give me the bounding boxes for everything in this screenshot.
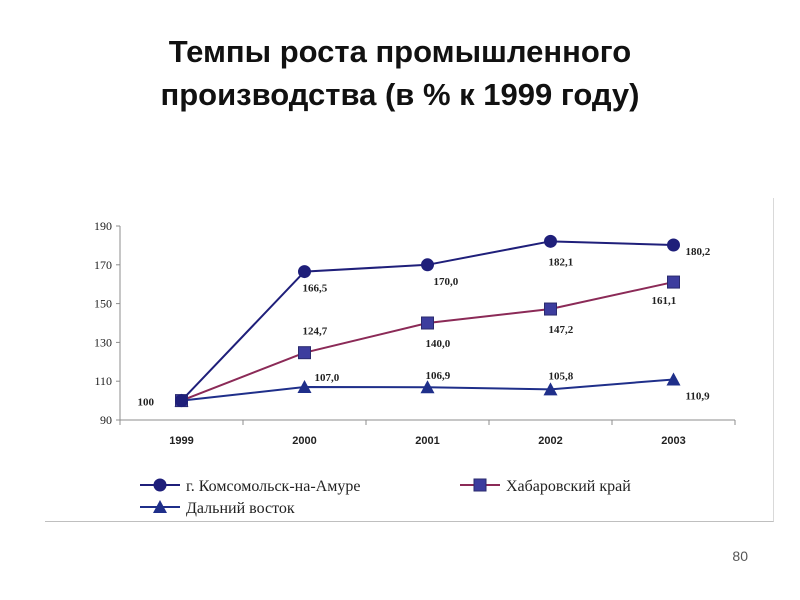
x-tick-label: 1999 [169, 435, 193, 447]
legend-label: Хабаровский край [506, 478, 631, 495]
x-tick-label: 2000 [292, 435, 316, 447]
data-label: 124,7 [303, 326, 328, 338]
y-tick-label: 90 [100, 413, 112, 427]
legend-marker [473, 478, 487, 492]
data-label: 100 [138, 397, 155, 409]
series-3-point [297, 380, 312, 394]
slide-title-line-2: производства (в % к 1999 году) [160, 77, 640, 112]
series-3-point [420, 380, 435, 394]
series-1-point [298, 265, 311, 279]
data-label: 170,0 [434, 276, 459, 288]
data-label: 140,0 [426, 338, 451, 350]
x-tick-label: 2002 [538, 435, 562, 447]
slide-title: Темпы роста промышленного производства (… [0, 30, 800, 116]
data-label: 107,0 [315, 372, 340, 384]
y-tick-label: 150 [94, 297, 112, 311]
series-2-point [544, 302, 557, 316]
y-tick-label: 110 [94, 374, 112, 388]
data-label: 180,2 [686, 246, 711, 258]
slide-title-line-1: Темпы роста промышленного [168, 34, 632, 69]
data-label: 161,1 [652, 295, 677, 307]
data-label: 147,2 [549, 324, 574, 336]
series-2-point [298, 346, 311, 360]
series-1-point [544, 234, 557, 248]
x-tick-label: 2003 [661, 435, 685, 447]
series-3-point [666, 372, 681, 386]
data-label: 182,1 [549, 256, 574, 268]
y-tick-label: 170 [94, 258, 112, 272]
legend-label: г. Комсомольск-на-Амуре [186, 478, 360, 495]
legend-marker [153, 500, 167, 513]
y-tick-label: 190 [94, 219, 112, 233]
data-label: 110,9 [686, 390, 711, 402]
x-tick-label: 2001 [415, 435, 439, 447]
series-2-point [667, 275, 680, 289]
series-3-point [543, 382, 558, 396]
data-label: 106,9 [426, 370, 451, 382]
data-label: 166,5 [303, 283, 328, 295]
chart-frame [45, 198, 774, 522]
legend-label: Дальний восток [186, 500, 295, 517]
data-label: 105,8 [549, 370, 574, 382]
y-tick-label: 130 [94, 335, 112, 349]
page-number: 80 [732, 548, 748, 564]
legend-marker [153, 478, 167, 492]
series-2-point [421, 316, 434, 330]
series-1-point [667, 238, 680, 252]
series-1-point [421, 258, 434, 272]
series-1-point [175, 394, 188, 408]
